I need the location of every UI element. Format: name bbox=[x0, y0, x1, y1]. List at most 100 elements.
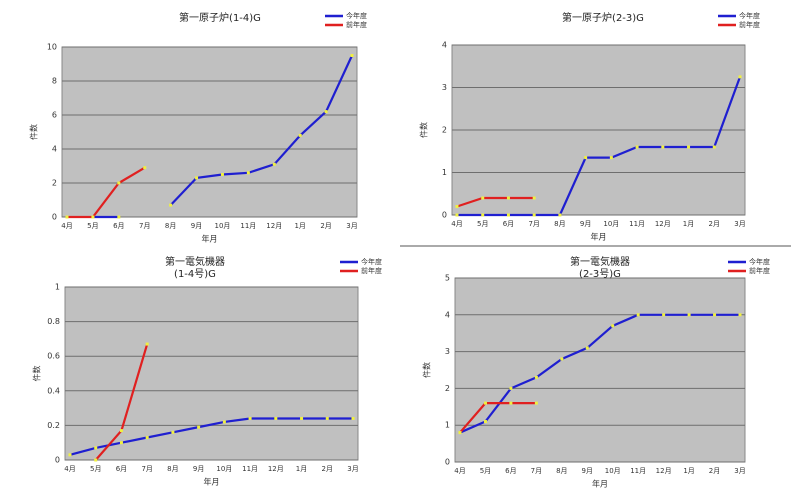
legend-label: 今年度 bbox=[739, 11, 760, 20]
data-point bbox=[506, 196, 510, 200]
x-tick-label: 1月 bbox=[683, 467, 694, 475]
x-tick-label: 10月 bbox=[216, 465, 232, 473]
legend-label: 今年度 bbox=[361, 257, 382, 266]
x-tick-label: 4月 bbox=[451, 220, 462, 228]
data-point bbox=[455, 213, 459, 217]
x-tick-label: 8月 bbox=[556, 467, 567, 475]
data-point bbox=[661, 145, 665, 149]
y-axis-label: 件数 bbox=[29, 124, 39, 140]
y-tick-label: 1 bbox=[445, 421, 450, 430]
x-tick-label: 4月 bbox=[61, 222, 72, 230]
x-tick-label: 5月 bbox=[480, 467, 491, 475]
x-tick-label: 2月 bbox=[322, 465, 333, 473]
y-tick-label: 2 bbox=[442, 126, 447, 135]
x-tick-label: 10月 bbox=[605, 467, 621, 475]
data-point bbox=[481, 213, 485, 217]
data-point bbox=[350, 54, 354, 57]
chart-subtitle: (1-4号)G bbox=[174, 268, 216, 280]
series-line bbox=[67, 166, 146, 219]
y-axis-label: 件数 bbox=[422, 362, 432, 378]
y-tick-label: 4 bbox=[52, 145, 57, 154]
series-line bbox=[456, 196, 535, 208]
x-tick-label: 9月 bbox=[580, 220, 591, 228]
x-tick-label: 5月 bbox=[87, 222, 98, 230]
data-point bbox=[713, 313, 717, 317]
y-tick-label: 4 bbox=[442, 41, 447, 50]
x-tick-label: 7月 bbox=[139, 222, 150, 230]
y-tick-label: 0.6 bbox=[47, 352, 60, 361]
x-tick-label: 11月 bbox=[242, 465, 258, 473]
data-point bbox=[532, 213, 536, 217]
data-point bbox=[532, 196, 536, 200]
data-point bbox=[509, 401, 513, 405]
x-tick-label: 4月 bbox=[454, 467, 465, 475]
x-tick-label: 9月 bbox=[193, 465, 204, 473]
x-tick-label: 3月 bbox=[346, 222, 357, 230]
data-point bbox=[68, 453, 72, 457]
x-tick-label: 1月 bbox=[294, 222, 305, 230]
x-tick-label: 2月 bbox=[320, 222, 331, 230]
y-tick-label: 2 bbox=[445, 384, 450, 393]
x-tick-label: 12月 bbox=[268, 465, 284, 473]
data-point bbox=[611, 324, 615, 328]
data-point bbox=[143, 166, 147, 170]
data-point bbox=[325, 416, 329, 420]
x-tick-label: 3月 bbox=[734, 220, 745, 228]
y-axis-label: 件数 bbox=[32, 366, 42, 382]
data-point bbox=[171, 430, 175, 434]
x-tick-label: 6月 bbox=[116, 465, 127, 473]
data-point bbox=[584, 156, 588, 160]
x-tick-label: 11月 bbox=[629, 220, 645, 228]
x-tick-label: 7月 bbox=[141, 465, 152, 473]
y-tick-label: 0.2 bbox=[47, 421, 60, 430]
plot-area bbox=[64, 286, 359, 461]
x-tick-label: 2月 bbox=[709, 467, 720, 475]
series-line bbox=[69, 417, 353, 456]
x-tick-label: 12月 bbox=[655, 220, 671, 228]
legend-label: 今年度 bbox=[346, 11, 367, 20]
x-tick-label: 11月 bbox=[240, 222, 256, 230]
data-point bbox=[119, 429, 123, 433]
x-tick-label: 8月 bbox=[554, 220, 565, 228]
plot-area bbox=[454, 277, 746, 463]
x-axis-label: 年月 bbox=[592, 479, 608, 488]
series-line bbox=[459, 313, 740, 434]
x-tick-label: 4月 bbox=[64, 465, 75, 473]
data-point bbox=[169, 203, 173, 207]
data-point bbox=[222, 420, 226, 424]
y-tick-label: 10 bbox=[47, 43, 57, 52]
data-point bbox=[558, 213, 562, 217]
y-tick-label: 4 bbox=[445, 310, 450, 319]
y-tick-label: 2 bbox=[52, 179, 57, 188]
data-point bbox=[738, 313, 742, 317]
y-tick-label: 0.4 bbox=[47, 386, 60, 395]
data-point bbox=[274, 416, 278, 420]
data-point bbox=[195, 176, 199, 180]
chart-subtitle: (2-3号)G bbox=[579, 268, 621, 280]
data-point bbox=[246, 171, 250, 175]
series-line bbox=[459, 402, 537, 434]
y-tick-label: 3 bbox=[445, 347, 450, 356]
data-point bbox=[560, 357, 564, 361]
x-tick-label: 10月 bbox=[603, 220, 619, 228]
x-tick-label: 6月 bbox=[505, 467, 516, 475]
x-tick-label: 5月 bbox=[477, 220, 488, 228]
y-tick-label: 8 bbox=[52, 77, 57, 86]
data-point bbox=[534, 375, 538, 379]
chart-title: 第一原子炉(1-4)G bbox=[179, 11, 261, 24]
data-point bbox=[609, 156, 613, 160]
y-tick-label: 0 bbox=[52, 213, 57, 222]
x-tick-label: 2月 bbox=[709, 220, 720, 228]
data-point bbox=[662, 313, 666, 317]
plot-area bbox=[61, 46, 358, 218]
x-tick-label: 5月 bbox=[90, 465, 101, 473]
data-point bbox=[117, 215, 121, 219]
data-point bbox=[91, 215, 95, 219]
data-point bbox=[324, 110, 328, 114]
x-tick-label: 6月 bbox=[503, 220, 514, 228]
chart-title: 第一原子炉(2-3)G bbox=[562, 11, 644, 24]
legend-label: 前年度 bbox=[749, 266, 770, 275]
data-point bbox=[483, 401, 487, 405]
data-point bbox=[687, 313, 691, 317]
x-tick-label: 10月 bbox=[214, 222, 230, 230]
